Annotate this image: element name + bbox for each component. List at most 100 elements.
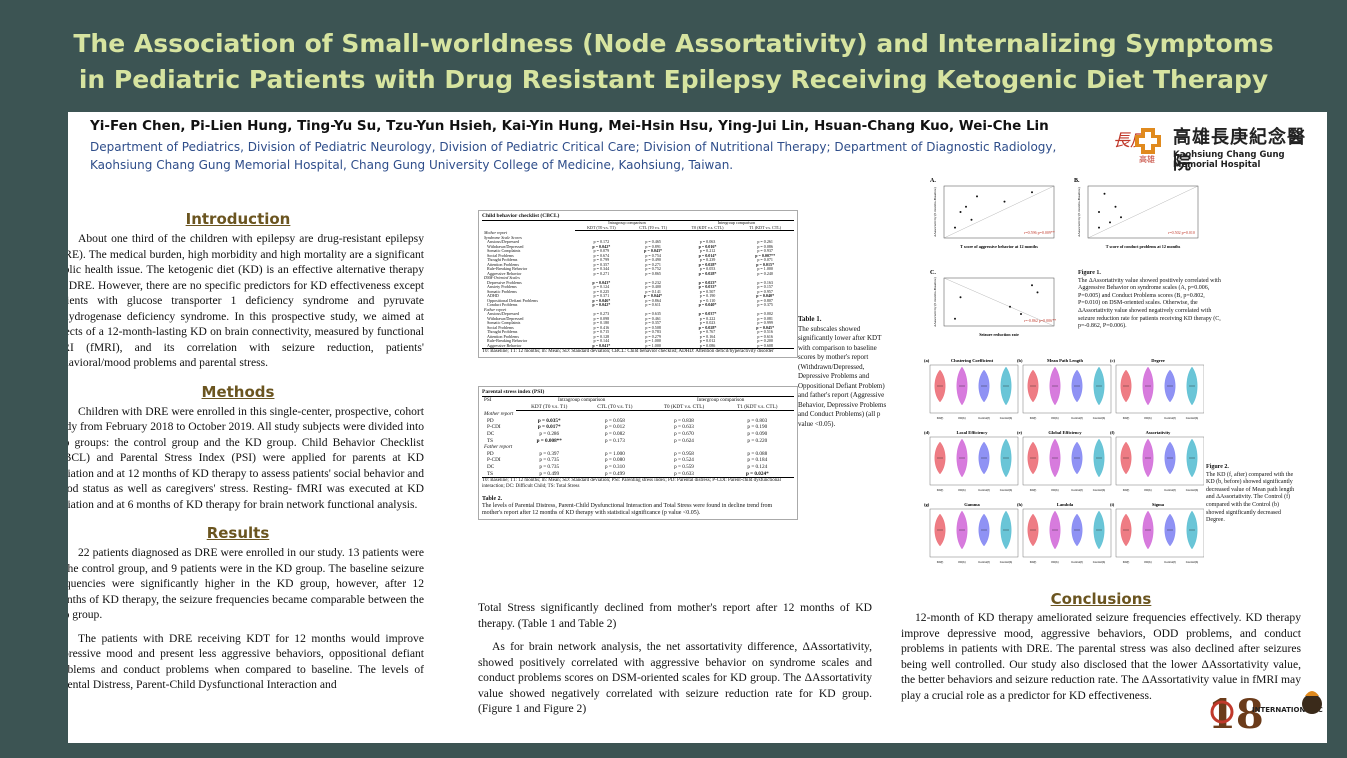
table-cell: p = 0.164 — [699, 333, 716, 339]
table-cell: ADHD — [487, 293, 499, 298]
table-row: Aggressive Behavior p = 0.271 p = 0.865 p =… — [482, 270, 794, 277]
category-label: Control(f) — [978, 560, 990, 564]
table-group-header: Intragroup comparison — [557, 397, 606, 403]
conclusions-heading: Conclusions — [1050, 590, 1152, 608]
table-cell: Somatic Problems — [487, 288, 517, 294]
plot-frame — [1022, 436, 1112, 486]
table-cell: p = 0.190 — [747, 424, 768, 431]
left-column: Introduction About one third of the chil… — [68, 204, 424, 693]
table-cell: p = 0.180 — [593, 320, 610, 325]
affiliations: Department of Pediatrics, Division of Pe… — [90, 138, 1090, 174]
table-header-cell: T1 (KDT v.s. CTL) — [736, 225, 794, 231]
data-point — [1109, 221, 1111, 224]
table-cell: p = 0.141 — [645, 288, 661, 294]
panel-letter: (d) — [924, 430, 930, 435]
category-label: KD(f) — [1123, 488, 1130, 492]
panel-title: Clustering Coefficient — [951, 358, 994, 363]
violin-panel: (h) Lambda KD(f) KD(b) Control(f) Control(b) — [1017, 502, 1112, 564]
table-header-cell — [482, 404, 516, 411]
plot-frame — [929, 508, 1019, 558]
table-cell: p = 0.279 — [645, 333, 661, 339]
table-cell: p = 0.400 — [645, 284, 661, 289]
table-cell: p = 0.715 — [593, 329, 610, 334]
table-cell: p = 0.937 — [757, 248, 773, 253]
hospital-name-cn: 高雄長庚紀念醫院 — [1173, 127, 1306, 174]
table-cell: Somatic Complaints — [487, 248, 521, 253]
plot-frame — [1087, 185, 1199, 239]
data-point — [1114, 205, 1117, 208]
category-label: Control(b) — [1000, 488, 1013, 492]
x-axis-label: Seizure reduction rate — [979, 332, 1019, 337]
table-cell: p = 0.098 — [593, 315, 610, 321]
table-cell: Aggressive Behavior — [487, 342, 522, 348]
panel-title: Sigma — [1152, 502, 1165, 507]
data-point — [1098, 226, 1100, 229]
figure-1-caption: Figure 1. The ΔAssortativity value showe… — [1078, 270, 1228, 331]
panel-title: Mean Path Length — [1047, 358, 1083, 363]
table-row: Thought Problems p = 0.799 p = 0.490 p = 0.… — [482, 257, 794, 263]
table-cell: p = 0.674 — [593, 252, 610, 258]
table-cell: p = 0.957 — [757, 288, 773, 294]
table-cell: p = 0.357 — [593, 261, 610, 267]
table-cell: p = 1.000 — [757, 266, 773, 271]
affiliation-line-2: Kaohsiung Chang Gung Memorial Hospital, … — [90, 158, 734, 172]
table-corner-cell: PSI — [484, 397, 492, 403]
table-row: Withdrawn/Depressed p = 0.098 p = 0.461 p =… — [482, 315, 794, 322]
table-cell: Withdrawn/Depressed — [487, 315, 524, 321]
violin-panel: (b) Mean Path Length KD(f) KD(b) Control(f) C… — [1017, 358, 1112, 420]
data-point — [965, 205, 967, 208]
table-cell: p = 0.397 — [539, 450, 560, 457]
table-cell: Depressive Problems — [487, 279, 522, 285]
table-row: DC p = 0.286 p = 0.082 p = 0.670 p = 0.090 — [482, 431, 794, 438]
table-cell: p = 0.028* — [698, 324, 717, 330]
data-point — [1120, 216, 1122, 219]
table-cell: p = 0.735 — [539, 457, 560, 464]
table-cell: p = 0.807 — [757, 297, 773, 303]
methods-heading: Methods — [201, 382, 275, 401]
table-cell: p = 0.559 — [674, 463, 694, 470]
violin-panel: (a) Clustering Coefficient KD(f) KD(b) Contr… — [924, 358, 1019, 420]
table-row: PD p = 0.397 p = 1.000 p = 0.958 p = 0.088 — [482, 451, 794, 458]
stat-annotation: r=-0.862 p=0.006** — [1024, 318, 1056, 323]
category-label: KD(f) — [1030, 488, 1037, 492]
table-cell: p = 0.371 — [593, 293, 610, 298]
table-cell: p = 0.286 — [539, 430, 560, 437]
plot-frame — [929, 364, 1019, 414]
category-label: Control(f) — [978, 416, 990, 420]
table-row: Rule-Breaking Behavior p = 0.344 p = 0.752… — [482, 266, 794, 272]
svg-text:18: 18 — [1208, 691, 1264, 738]
table-cell: p = 0.012 — [605, 424, 625, 431]
category-label: KD(b) — [958, 488, 965, 492]
plot-frame — [929, 436, 1019, 486]
category-label: Control(f) — [1164, 416, 1176, 420]
table-row: P-CDI p = 0.735 p = 0.080 p = 0.524 p = 0.18… — [482, 457, 794, 464]
table-cell: TS — [487, 470, 494, 477]
table-row: DC p = 0.735 p = 0.310 p = 0.559 p = 0.124 — [482, 464, 794, 471]
table-cell: p = 0.865 — [645, 270, 661, 276]
data-point — [954, 226, 956, 229]
data-point — [1031, 284, 1033, 287]
table-group-header: Intragroup comparison — [608, 220, 646, 225]
table-cell: p = 0.128 — [593, 333, 610, 339]
data-point — [959, 296, 962, 299]
table-section-label: Mother report — [484, 230, 508, 235]
introduction-heading: Introduction — [185, 210, 291, 228]
data-point — [970, 218, 973, 221]
table-cell: Attention Problems — [487, 261, 519, 267]
table-2-caption-head: Table 2. — [482, 496, 503, 503]
table-cell: p = 0.042* — [592, 302, 611, 307]
panel-letter: (a) — [924, 358, 930, 363]
table-cell: p = 0.225 — [593, 288, 610, 294]
panel-letter: B. — [1074, 178, 1080, 184]
category-label: KD(f) — [937, 488, 944, 492]
table-cell: p = 0.043* — [644, 248, 663, 253]
conclusions-text: 12-month of KD therapy ameliorated seizu… — [901, 611, 1301, 702]
table-header-cell: KDT (T0 v.s. T1) — [575, 225, 628, 231]
table-cell: p = 0.033* — [698, 284, 717, 289]
table-title: Child behavior checklist (CBCL) — [482, 213, 794, 221]
table-cell: p = 0.024* — [745, 470, 769, 477]
table-cell: Withdrawn/Depressed — [487, 243, 524, 249]
results-heading: Results — [206, 524, 270, 542]
results-continued: Total Stress significantly declined from… — [478, 600, 872, 717]
svg-text:高雄: 高雄 — [1139, 154, 1155, 164]
